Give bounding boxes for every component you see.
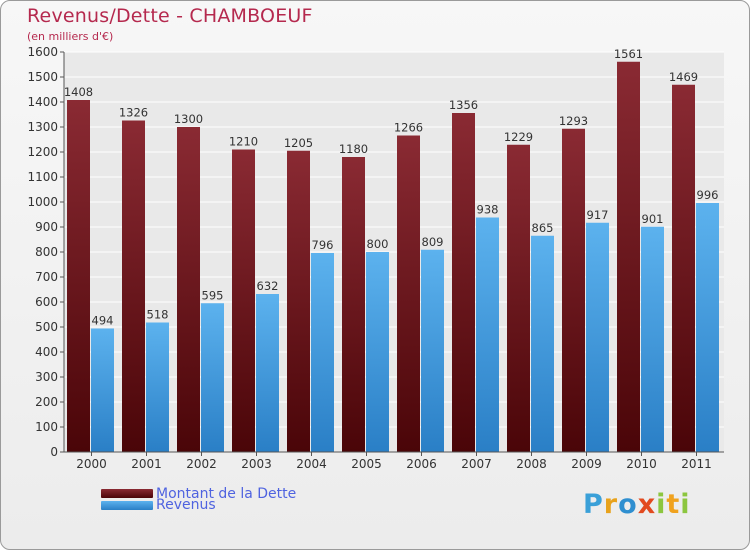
data-label: 518 bbox=[147, 308, 169, 322]
legend-swatch-debt bbox=[101, 489, 153, 498]
legend-label-revenus: Revenus bbox=[156, 497, 216, 513]
chart-subtitle: (en milliers d'€) bbox=[27, 30, 114, 43]
data-label: 901 bbox=[642, 212, 664, 226]
data-label: 938 bbox=[477, 203, 499, 217]
bar-revenus bbox=[641, 226, 664, 452]
bar-dette bbox=[507, 144, 530, 452]
bar-revenus bbox=[256, 294, 279, 452]
logo-letter: r bbox=[603, 489, 619, 520]
bar-revenus bbox=[421, 249, 444, 452]
data-label: 1205 bbox=[284, 136, 313, 150]
y-tick-label: 900 bbox=[35, 220, 58, 234]
bar-revenus bbox=[586, 222, 609, 452]
bar-revenus bbox=[91, 328, 114, 452]
bar-dette bbox=[397, 135, 420, 452]
data-label: 1326 bbox=[119, 106, 148, 120]
bar-revenus bbox=[366, 252, 389, 452]
data-label: 1229 bbox=[504, 130, 533, 144]
data-label: 595 bbox=[202, 288, 224, 302]
x-tick-label: 2009 bbox=[571, 457, 602, 471]
y-tick-label: 1000 bbox=[27, 195, 58, 209]
bar-dette bbox=[67, 100, 90, 452]
legend-label-debt: Montant de la Dette bbox=[156, 486, 297, 502]
x-tick-label: 2007 bbox=[461, 457, 492, 471]
x-tick-label: 2010 bbox=[626, 457, 657, 471]
x-tick-label: 2001 bbox=[131, 457, 162, 471]
x-tick-label: 2000 bbox=[76, 457, 107, 471]
x-tick-label: 2005 bbox=[351, 457, 382, 471]
data-label: 1300 bbox=[174, 112, 203, 126]
bar-dette bbox=[452, 113, 475, 452]
x-tick-label: 2011 bbox=[681, 457, 712, 471]
bar-revenus bbox=[311, 253, 334, 452]
logo-letter: P bbox=[583, 489, 604, 520]
data-label: 1469 bbox=[669, 70, 698, 84]
data-label: 1180 bbox=[339, 142, 368, 156]
data-label: 494 bbox=[92, 314, 114, 328]
proxiti-logo: Proxiti bbox=[583, 489, 691, 520]
y-tick-label: 200 bbox=[35, 395, 58, 409]
data-label: 865 bbox=[532, 221, 554, 235]
x-tick-label: 2002 bbox=[186, 457, 217, 471]
y-tick-label: 100 bbox=[35, 420, 58, 434]
bar-dette bbox=[232, 149, 255, 452]
bar-dette bbox=[342, 157, 365, 452]
data-label: 996 bbox=[697, 188, 719, 202]
y-tick-label: 1200 bbox=[27, 145, 58, 159]
logo-letter: i bbox=[680, 489, 691, 520]
bar-dette bbox=[562, 128, 585, 452]
data-label: 1266 bbox=[394, 121, 423, 135]
bar-dette bbox=[122, 120, 145, 452]
bar-dette bbox=[617, 61, 640, 452]
logo-letter: o bbox=[618, 489, 638, 520]
y-tick-label: 1500 bbox=[27, 70, 58, 84]
data-label: 809 bbox=[422, 235, 444, 249]
logo-letter: t bbox=[666, 489, 681, 520]
data-label: 632 bbox=[257, 279, 279, 293]
bar-revenus bbox=[696, 203, 719, 452]
data-label: 1210 bbox=[229, 135, 258, 149]
y-tick-label: 400 bbox=[35, 345, 58, 359]
data-label: 917 bbox=[587, 208, 609, 222]
y-tick-label: 800 bbox=[35, 245, 58, 259]
data-label: 796 bbox=[312, 238, 334, 252]
y-tick-label: 1400 bbox=[27, 95, 58, 109]
bar-revenus bbox=[476, 217, 499, 452]
bar-dette bbox=[177, 127, 200, 452]
y-tick-label: 0 bbox=[50, 445, 58, 459]
data-label: 1356 bbox=[449, 98, 478, 112]
logo-letter: i bbox=[656, 489, 667, 520]
bar-revenus bbox=[146, 322, 169, 452]
y-tick-label: 1600 bbox=[27, 45, 58, 59]
bar-revenus bbox=[201, 303, 224, 452]
bar-revenus bbox=[531, 235, 554, 452]
x-tick-label: 2006 bbox=[406, 457, 437, 471]
data-label: 1293 bbox=[559, 114, 588, 128]
y-tick-label: 1300 bbox=[27, 120, 58, 134]
y-tick-label: 500 bbox=[35, 320, 58, 334]
chart-title: Revenus/Dette - CHAMBOEUF bbox=[27, 5, 313, 27]
data-label: 1561 bbox=[614, 47, 643, 61]
legend-swatch-revenus bbox=[101, 501, 153, 510]
y-tick-label: 600 bbox=[35, 295, 58, 309]
y-tick-label: 300 bbox=[35, 370, 58, 384]
data-label: 800 bbox=[367, 237, 389, 251]
logo-letter: x bbox=[637, 489, 657, 520]
bar-dette bbox=[287, 150, 310, 452]
y-tick-label: 1100 bbox=[27, 170, 58, 184]
data-label: 1408 bbox=[64, 85, 93, 99]
x-tick-label: 2003 bbox=[241, 457, 272, 471]
bar-dette bbox=[672, 84, 695, 452]
y-tick-label: 700 bbox=[35, 270, 58, 284]
x-tick-label: 2004 bbox=[296, 457, 327, 471]
x-tick-label: 2008 bbox=[516, 457, 547, 471]
